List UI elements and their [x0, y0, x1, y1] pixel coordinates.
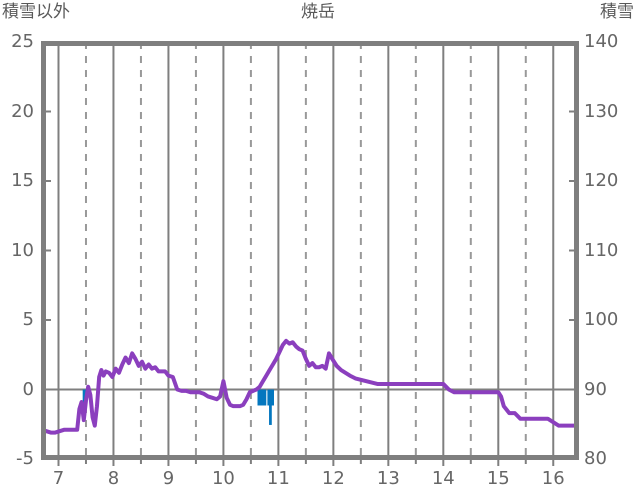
- bar-series: [82, 389, 274, 425]
- y-axis-left-tick: 15: [11, 170, 34, 191]
- y-axis-right-tick: 90: [584, 378, 607, 400]
- x-axis-tick: 15: [486, 468, 510, 489]
- x-axis-tick: 8: [107, 468, 120, 489]
- y-axis-right-tick: 130: [584, 100, 619, 122]
- y-axis-left-tick: 10: [11, 239, 34, 261]
- x-axis-tick: 7: [52, 468, 65, 489]
- x-axis-tick: 16: [541, 468, 565, 489]
- plot-border: [41, 41, 579, 460]
- x-axis-tick: 11: [266, 468, 290, 489]
- x-axis-tick: 14: [431, 468, 455, 489]
- x-axis-tick: 13: [376, 468, 400, 489]
- right-axis-header: 積雪: [600, 2, 634, 22]
- y-axis-left-tick: -5: [16, 448, 34, 469]
- x-axis-tick: 9: [162, 468, 175, 489]
- line-series: [41, 338, 578, 435]
- x-axis-tick: 10: [211, 468, 235, 489]
- x-axis-tick: 12: [321, 468, 345, 489]
- left-axis-header: 積雪以外: [2, 2, 70, 22]
- y-axis-left-tick: 25: [11, 31, 34, 52]
- y-axis-left-tick: 5: [22, 309, 34, 330]
- y-axis-left-tick: 20: [11, 100, 34, 122]
- y-axis-right-tick: 110: [584, 239, 619, 261]
- y-axis-right-tick: 120: [584, 170, 619, 191]
- y-axis-right-tick: 100: [584, 309, 619, 330]
- y-axis-right-tick: 80: [584, 448, 607, 469]
- y-axis-right-tick: 140: [584, 31, 619, 52]
- gridlines: [57, 42, 555, 459]
- chart-title: 焼岳: [301, 2, 335, 22]
- y-axis-left-tick: 0: [22, 378, 34, 400]
